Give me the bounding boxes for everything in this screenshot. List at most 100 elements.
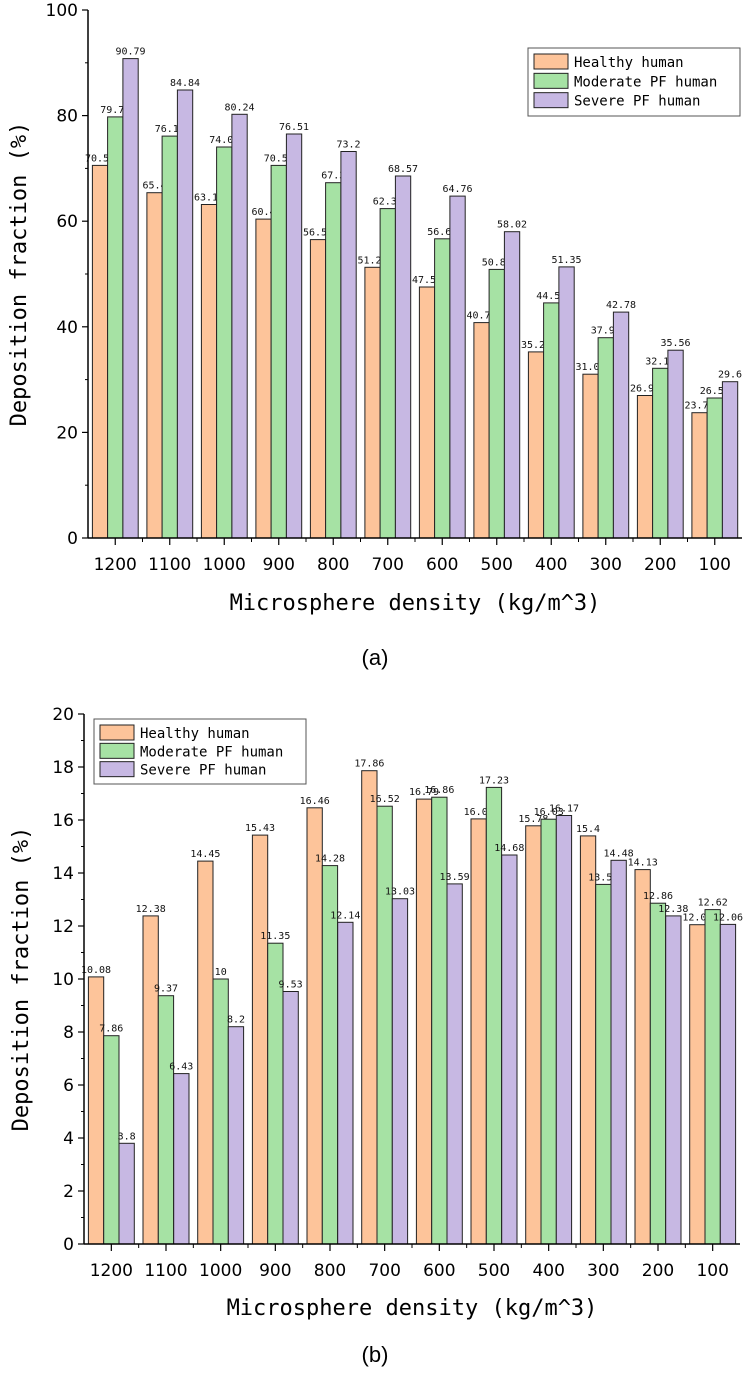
y-tick-label: 18 — [52, 758, 74, 778]
y-tick-label: 100 — [46, 1, 78, 21]
data-label: 17.86 — [354, 759, 384, 770]
x-tick-label: 300 — [587, 1261, 619, 1281]
bar-moderate — [706, 397, 723, 539]
legend-swatch-moderate — [99, 742, 135, 759]
x-tick-label: 1200 — [94, 555, 137, 575]
data-label: 37.94 — [591, 326, 621, 337]
data-label: 16.52 — [370, 794, 400, 805]
x-tick-label: 200 — [642, 1261, 674, 1281]
x-tick-label: 700 — [368, 1261, 400, 1281]
bar-healthy — [309, 239, 327, 539]
data-label: 14.68 — [494, 843, 524, 854]
legend-label: Severe PF human — [574, 94, 700, 110]
data-label: 47.54 — [412, 275, 442, 286]
bar-healthy — [87, 976, 105, 1245]
data-label: 26.98 — [630, 384, 660, 395]
legend-label: Healthy human — [140, 726, 250, 742]
data-label: 35.24 — [521, 340, 551, 351]
bar-healthy — [415, 798, 433, 1245]
bar-severe — [394, 175, 412, 539]
data-label: 76.11 — [155, 124, 185, 135]
data-label: 31.03 — [575, 362, 605, 373]
bar-healthy — [470, 818, 487, 1245]
x-tick-label: 500 — [478, 1261, 510, 1281]
bar-severe — [173, 1073, 190, 1245]
data-label: 11.35 — [260, 931, 290, 942]
data-label: 51.27 — [357, 255, 387, 266]
legend-swatch-severe — [533, 92, 569, 109]
bar-moderate — [270, 164, 287, 539]
bar-healthy — [689, 924, 706, 1245]
data-label: 16.46 — [300, 796, 330, 807]
bar-severe — [118, 1142, 135, 1245]
data-label: 10 — [215, 967, 227, 978]
bar-moderate — [376, 805, 393, 1245]
legend-label: Moderate PF human — [140, 744, 283, 760]
data-label: 15.78 — [518, 814, 548, 825]
y-tick-label: 14 — [52, 864, 74, 884]
bar-moderate — [485, 786, 503, 1245]
x-tick-label: 700 — [372, 555, 404, 575]
data-label: 60.4 — [251, 207, 275, 218]
legend-swatch-healthy — [533, 53, 569, 70]
bar-healthy — [691, 412, 708, 539]
x-tick-label: 100 — [699, 555, 731, 575]
data-label: 84.84 — [170, 78, 200, 89]
data-label: 16.86 — [424, 785, 454, 796]
data-label: 74.05 — [209, 135, 239, 146]
bar-severe — [337, 921, 354, 1245]
y-tick-label: 60 — [56, 212, 78, 232]
bar-moderate — [488, 268, 505, 539]
data-label: 50.87 — [482, 257, 512, 268]
bar-healthy — [579, 835, 597, 1245]
x-tick-label: 600 — [426, 555, 458, 575]
bar-healthy — [251, 834, 269, 1245]
bar-severe — [558, 266, 575, 539]
bar-moderate — [595, 883, 612, 1245]
bar-moderate — [540, 818, 557, 1245]
data-label: 17.23 — [479, 775, 509, 786]
legend-label: Healthy human — [574, 55, 684, 71]
bar-severe — [503, 231, 521, 539]
bar-healthy — [364, 266, 381, 539]
bar-moderate — [216, 146, 233, 539]
data-label: 90.79 — [115, 47, 145, 58]
x-tick-label: 300 — [590, 555, 622, 575]
bar-moderate — [652, 367, 669, 539]
bar-moderate — [704, 909, 721, 1245]
data-label: 9.37 — [154, 984, 178, 995]
data-label: 13.03 — [385, 887, 415, 898]
data-label: 16.04 — [464, 807, 494, 818]
chart-a: 70.56 79.76 90.79 65.4 76.11 84.84 63.17 74.05 8… — [7, 1, 742, 670]
bar-moderate — [543, 302, 560, 539]
bar-severe — [282, 991, 299, 1245]
y-tick-label: 10 — [52, 970, 74, 990]
data-label: 14.28 — [315, 854, 345, 865]
legend-label: Severe PF human — [140, 763, 266, 779]
data-label: 80.24 — [224, 102, 254, 113]
x-tick-label: 1000 — [199, 1261, 242, 1281]
bar-moderate — [434, 238, 451, 539]
data-label: 12.06 — [713, 912, 743, 923]
bar-severe — [391, 898, 409, 1245]
data-label: 73.2 — [336, 140, 360, 151]
data-label: 67.3 — [321, 171, 345, 182]
data-label: 23.73 — [684, 401, 714, 412]
bar-moderate — [161, 135, 178, 539]
bar-moderate — [157, 995, 175, 1245]
chart-b: 10.087.863.812.389.376.4314.45108.215.43… — [9, 705, 743, 1367]
bar-healthy — [527, 351, 545, 539]
legend-swatch-healthy — [99, 724, 135, 741]
x-tick-label: 500 — [481, 555, 513, 575]
data-label: 12.62 — [698, 898, 728, 909]
bar-healthy — [306, 807, 323, 1245]
bar-healthy — [525, 825, 542, 1245]
data-label: 56.51 — [303, 228, 333, 239]
x-axis-title: Microsphere density (kg/m^3) — [227, 1296, 598, 1321]
y-tick-label: 8 — [63, 1023, 74, 1043]
bar-healthy — [418, 286, 436, 539]
bar-severe — [555, 815, 573, 1245]
data-label: 32.14 — [645, 356, 675, 367]
bar-severe — [176, 89, 194, 539]
